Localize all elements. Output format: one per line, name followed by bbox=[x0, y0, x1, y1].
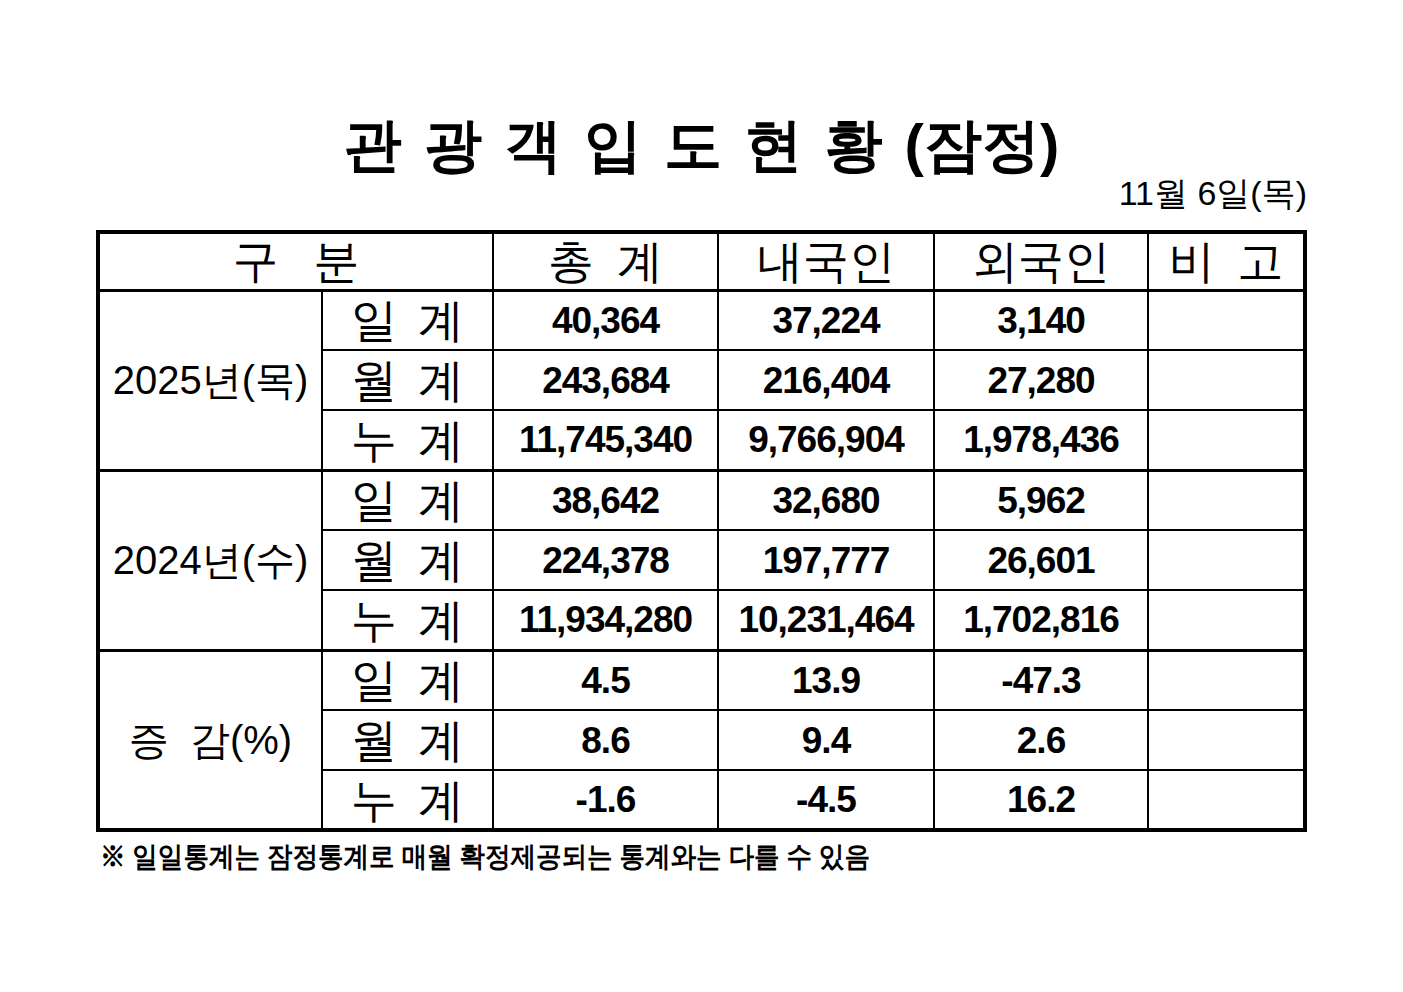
cell-domestic: 13.9 bbox=[718, 650, 934, 710]
cell-note bbox=[1148, 350, 1305, 410]
row-label: 월 계 bbox=[322, 350, 493, 410]
cell-domestic: 197,777 bbox=[718, 530, 934, 590]
row-label: 누 계 bbox=[322, 590, 493, 650]
cell-note bbox=[1148, 530, 1305, 590]
row-label: 월 계 bbox=[322, 710, 493, 770]
group-label-change: 증 감(%) bbox=[98, 650, 322, 830]
row-label: 일 계 bbox=[322, 290, 493, 350]
cell-total: 8.6 bbox=[493, 710, 718, 770]
cell-foreign: 2.6 bbox=[934, 710, 1148, 770]
footnote: ※ 일일통계는 잠정통계로 매월 확정제공되는 통계와는 다를 수 있음 bbox=[100, 842, 870, 873]
cell-domestic: 37,224 bbox=[718, 290, 934, 350]
group-label-2024: 2024년(수) bbox=[98, 470, 322, 650]
cell-total: 38,642 bbox=[493, 470, 718, 530]
cell-note bbox=[1148, 410, 1305, 470]
cell-domestic: 10,231,464 bbox=[718, 590, 934, 650]
tourist-stats-table: 구 분 총 계 내국인 외국인 비 고 2025년(목) 일 계 40,364 … bbox=[96, 230, 1307, 832]
cell-foreign: 16.2 bbox=[934, 770, 1148, 830]
cell-total: 4.5 bbox=[493, 650, 718, 710]
cell-total: 224,378 bbox=[493, 530, 718, 590]
col-header-category: 구 분 bbox=[98, 232, 493, 290]
col-header-domestic: 내국인 bbox=[718, 232, 934, 290]
cell-total: 11,934,280 bbox=[493, 590, 718, 650]
row-label: 누 계 bbox=[322, 770, 493, 830]
report-date: 11월 6일(목) bbox=[1000, 173, 1307, 214]
cell-domestic: 9,766,904 bbox=[718, 410, 934, 470]
cell-total: 40,364 bbox=[493, 290, 718, 350]
cell-domestic: 32,680 bbox=[718, 470, 934, 530]
cell-foreign: -47.3 bbox=[934, 650, 1148, 710]
cell-total: -1.6 bbox=[493, 770, 718, 830]
row-label: 누 계 bbox=[322, 410, 493, 470]
col-header-note: 비 고 bbox=[1148, 232, 1305, 290]
cell-note bbox=[1148, 710, 1305, 770]
cell-note bbox=[1148, 770, 1305, 830]
cell-domestic: -4.5 bbox=[718, 770, 934, 830]
cell-foreign: 27,280 bbox=[934, 350, 1148, 410]
page-title: 관 광 객 입 도 현 황 (잠정) bbox=[0, 110, 1403, 180]
cell-foreign: 1,702,816 bbox=[934, 590, 1148, 650]
group-label-2025: 2025년(목) bbox=[98, 290, 322, 470]
col-header-total: 총 계 bbox=[493, 232, 718, 290]
col-header-foreign: 외국인 bbox=[934, 232, 1148, 290]
cell-note bbox=[1148, 650, 1305, 710]
cell-domestic: 216,404 bbox=[718, 350, 934, 410]
cell-total: 11,745,340 bbox=[493, 410, 718, 470]
cell-domestic: 9.4 bbox=[718, 710, 934, 770]
row-label: 일 계 bbox=[322, 470, 493, 530]
cell-note bbox=[1148, 590, 1305, 650]
cell-note bbox=[1148, 470, 1305, 530]
row-label: 일 계 bbox=[322, 650, 493, 710]
cell-foreign: 5,962 bbox=[934, 470, 1148, 530]
cell-note bbox=[1148, 290, 1305, 350]
cell-foreign: 3,140 bbox=[934, 290, 1148, 350]
row-label: 월 계 bbox=[322, 530, 493, 590]
cell-foreign: 26,601 bbox=[934, 530, 1148, 590]
cell-foreign: 1,978,436 bbox=[934, 410, 1148, 470]
cell-total: 243,684 bbox=[493, 350, 718, 410]
